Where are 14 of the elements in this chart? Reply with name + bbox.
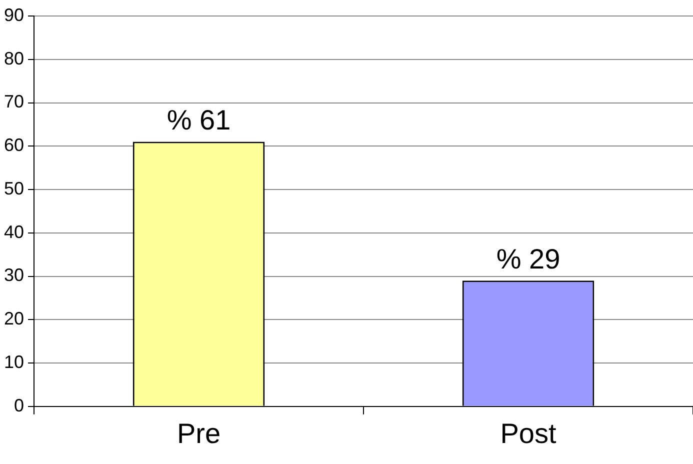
- y-tick-label: 40: [4, 222, 24, 242]
- y-tick-label: 70: [4, 92, 24, 112]
- y-tick-label: 10: [4, 352, 24, 372]
- y-tick-label: 60: [4, 135, 24, 156]
- y-tick-label: 0: [14, 395, 24, 416]
- y-tick-label: 90: [4, 4, 24, 25]
- x-tick-label: Post: [500, 418, 556, 449]
- data-label: % 61: [166, 104, 231, 136]
- x-tick-label: Pre: [176, 418, 221, 449]
- y-tick-label: 50: [4, 178, 24, 198]
- y-tick-label: 80: [4, 48, 24, 68]
- y-tick-label: 20: [4, 308, 24, 329]
- y-tick-label: 30: [4, 265, 24, 286]
- data-label: % 29: [496, 243, 560, 274]
